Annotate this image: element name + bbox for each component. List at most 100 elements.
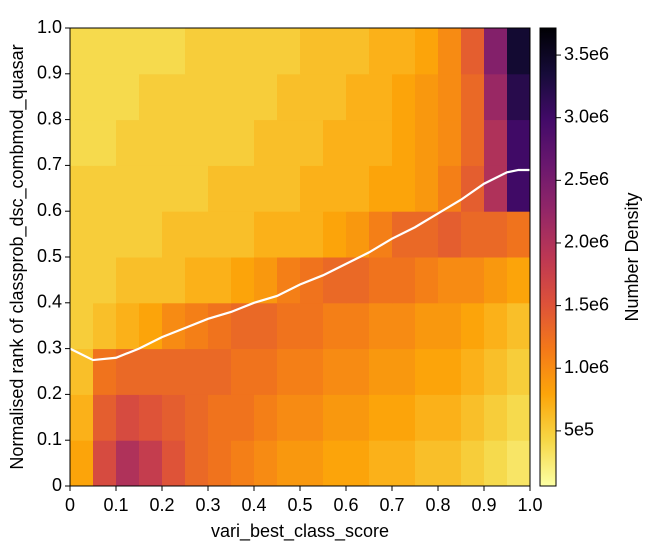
- y-tick-label: 0.4: [37, 292, 62, 312]
- heatmap-cell: [70, 119, 94, 166]
- heatmap-cell: [277, 394, 301, 441]
- heatmap-cell: [116, 165, 140, 212]
- x-axis-label: vari_best_class_score: [211, 521, 389, 542]
- heatmap-cell: [70, 165, 94, 212]
- heatmap-cell: [254, 394, 278, 441]
- heatmap-cell: [116, 302, 140, 350]
- heatmap-cell: [93, 302, 117, 350]
- x-tick-label: 0.9: [471, 495, 496, 515]
- heatmap-cell: [346, 348, 370, 395]
- heatmap-cell: [461, 119, 485, 166]
- heatmap-cell: [300, 119, 324, 166]
- heatmap-cell: [300, 165, 324, 212]
- heatmap-cell: [139, 165, 163, 212]
- heatmap-cell: [231, 165, 255, 212]
- heatmap-cell: [116, 73, 140, 121]
- heatmap-cell: [438, 73, 462, 121]
- heatmap-cell: [346, 28, 370, 75]
- y-tick-label: 0.9: [37, 63, 62, 83]
- heatmap-cell: [162, 440, 186, 487]
- heatmap-cell: [484, 440, 508, 487]
- heatmap-cell: [93, 165, 117, 212]
- heatmap-cell: [277, 302, 301, 350]
- heatmap-cell: [139, 119, 163, 166]
- heatmap-cell: [254, 28, 278, 75]
- heatmap-cell: [231, 211, 255, 258]
- heatmap-cell: [392, 348, 416, 395]
- heatmap-cell: [70, 73, 94, 121]
- heatmap-cell: [277, 211, 301, 258]
- y-tick-label: 0.8: [37, 108, 62, 128]
- heatmap-cell: [162, 302, 186, 350]
- x-tick-label: 0: [65, 495, 75, 515]
- heatmap-cell: [231, 28, 255, 75]
- heatmap-cell: [208, 119, 232, 166]
- heatmap-cell: [369, 28, 393, 75]
- colorbar-tick-label: 3.0e6: [564, 106, 609, 126]
- heatmap-cell: [93, 119, 117, 166]
- heatmap-cell: [392, 165, 416, 212]
- heatmap-cell: [254, 211, 278, 258]
- heatmap-cell: [323, 302, 347, 350]
- colorbar: [539, 27, 557, 487]
- heatmap-cell: [162, 119, 186, 166]
- heatmap-cell: [70, 440, 94, 487]
- heatmap-cell: [277, 440, 301, 487]
- heatmap-cell: [231, 394, 255, 441]
- heatmap-cell: [185, 119, 209, 166]
- heatmap-cell: [185, 348, 209, 395]
- heatmap-cell: [438, 119, 462, 166]
- y-tick-label: 0.3: [37, 337, 62, 357]
- trend-line: [69, 168, 530, 362]
- colorbar-tick-label: 1.5e6: [564, 294, 609, 314]
- heatmap-cell: [415, 28, 439, 75]
- y-tick-label: 0.2: [37, 383, 62, 403]
- heatmap-cell: [231, 302, 255, 350]
- heatmap-cell: [116, 28, 140, 75]
- heatmap-cell: [70, 394, 94, 441]
- heatmap-cell: [507, 348, 531, 395]
- heatmap-cell: [162, 257, 186, 304]
- heatmap-cell: [116, 257, 140, 304]
- heatmap-cell: [415, 348, 439, 395]
- x-tick-label: 0.7: [379, 495, 404, 515]
- colorbar-tick-label: 1.0e6: [564, 357, 609, 377]
- heatmap-cell: [484, 119, 508, 166]
- heatmap-cell: [507, 73, 531, 121]
- heatmap-cell: [438, 394, 462, 441]
- heatmap-cell: [392, 119, 416, 166]
- heatmap-cell: [392, 73, 416, 121]
- heatmap-cell: [139, 302, 163, 350]
- y-tick-label: 1.0: [37, 17, 62, 37]
- heatmap-cell: [208, 28, 232, 75]
- heatmap-cell: [415, 211, 439, 258]
- heatmap-cell: [93, 28, 117, 75]
- heatmap-cell: [300, 73, 324, 121]
- heatmap-cell: [461, 165, 485, 212]
- heatmap-cell: [231, 119, 255, 166]
- heatmap-cell: [507, 440, 531, 487]
- heatmap-cell: [185, 28, 209, 75]
- heatmap-cell: [139, 394, 163, 441]
- heatmap-cell: [484, 73, 508, 121]
- heatmap-cell: [415, 440, 439, 487]
- heatmap-cell: [93, 73, 117, 121]
- heatmap-cell: [438, 257, 462, 304]
- y-tick-label: 0.1: [37, 429, 62, 449]
- heatmap-cell: [277, 119, 301, 166]
- x-tick-label: 1.0: [517, 495, 542, 515]
- heatmap-cell: [208, 211, 232, 258]
- heatmap-cell: [415, 165, 439, 212]
- heatmap-cell: [438, 211, 462, 258]
- heatmap-cell: [277, 257, 301, 304]
- y-tick-label: 0.5: [37, 246, 62, 266]
- heatmap-cell: [231, 73, 255, 121]
- heatmap-cell: [461, 302, 485, 350]
- heatmap-cell: [208, 165, 232, 212]
- heatmap-cell: [484, 394, 508, 441]
- colorbar-tick-label: 3.5e6: [564, 44, 609, 64]
- heatmap-cell: [323, 28, 347, 75]
- heatmap-cell: [484, 302, 508, 350]
- heatmap-cell: [70, 211, 94, 258]
- heatmap-cell: [70, 348, 94, 395]
